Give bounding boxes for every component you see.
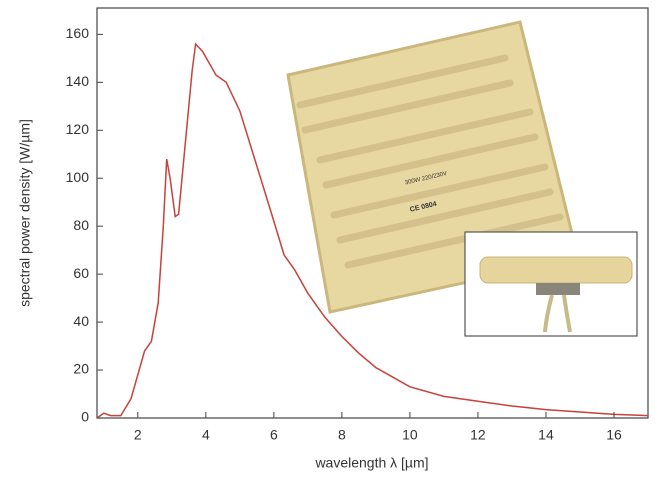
x-tick-label: 12 <box>470 427 486 443</box>
chart: 300W 220/230V CE 0804 wavelength λ [µm] … <box>0 0 657 478</box>
y-tick-label: 0 <box>81 409 89 425</box>
inset-plate <box>480 257 632 283</box>
x-tick-label: 4 <box>202 427 210 443</box>
y-tick-label: 20 <box>73 361 89 377</box>
y-tick-label: 80 <box>73 217 89 233</box>
x-tick-label: 10 <box>402 427 418 443</box>
x-tick-label: 2 <box>134 427 142 443</box>
x-tick-label: 16 <box>606 427 622 443</box>
x-tick-label: 8 <box>338 427 346 443</box>
y-tick-label: 60 <box>73 265 89 281</box>
inset-connector <box>536 283 580 295</box>
x-axis-label: wavelength λ [µm] <box>314 455 428 471</box>
y-tick-label: 100 <box>66 169 90 185</box>
y-tick-label: 40 <box>73 313 89 329</box>
y-tick-label: 140 <box>66 73 90 89</box>
y-tick-label: 160 <box>66 25 90 41</box>
y-axis-label: spectral power density [W/µm] <box>17 119 33 307</box>
y-tick-label: 120 <box>66 121 90 137</box>
x-tick-label: 14 <box>538 427 554 443</box>
x-tick-label: 6 <box>270 427 278 443</box>
